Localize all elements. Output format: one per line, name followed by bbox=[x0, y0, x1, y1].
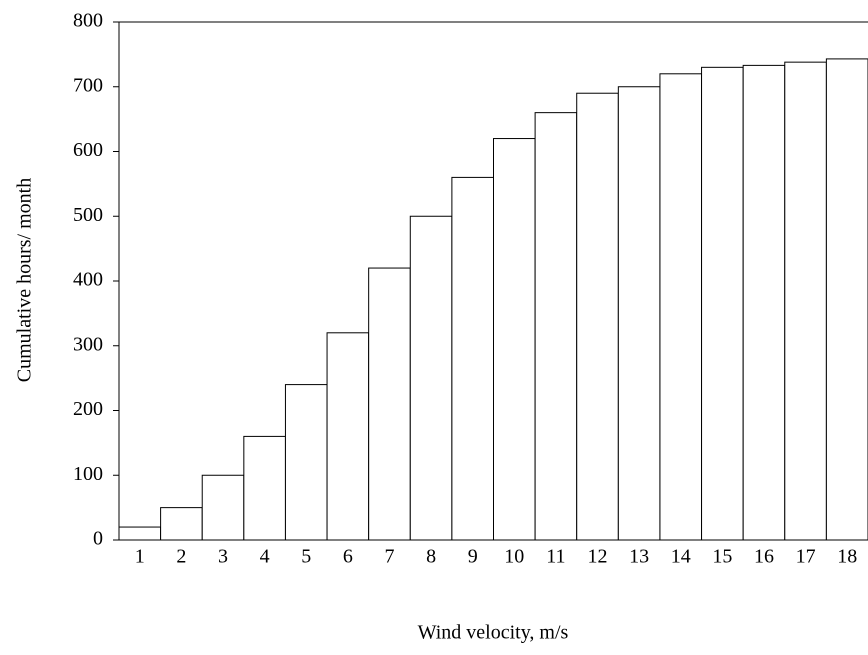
y-tick-label: 300 bbox=[73, 333, 103, 355]
bar bbox=[659, 73, 703, 541]
bar bbox=[576, 92, 619, 541]
bar bbox=[493, 138, 536, 541]
x-tick-label: 8 bbox=[426, 546, 436, 568]
y-tick-label: 800 bbox=[73, 10, 103, 32]
y-tick-label: 700 bbox=[73, 74, 103, 96]
bar bbox=[326, 332, 370, 541]
bar bbox=[825, 58, 868, 541]
x-tick-label: 12 bbox=[588, 546, 608, 568]
bar bbox=[201, 474, 245, 541]
x-tick-label: 13 bbox=[629, 546, 649, 568]
y-tick-label: 0 bbox=[93, 528, 103, 550]
x-axis-label: Wind velocity, m/s bbox=[418, 622, 569, 644]
x-tick-label: 17 bbox=[796, 546, 816, 568]
x-tick-label: 6 bbox=[343, 546, 353, 568]
x-tick-label: 2 bbox=[176, 546, 186, 568]
bar bbox=[118, 526, 162, 541]
x-tick-label: 15 bbox=[712, 546, 732, 568]
bar bbox=[701, 66, 744, 541]
bar bbox=[742, 64, 786, 541]
x-tick-label: 1 bbox=[135, 546, 145, 568]
bar bbox=[784, 61, 827, 541]
bar bbox=[409, 215, 453, 541]
y-tick-label: 200 bbox=[73, 398, 103, 420]
bar bbox=[284, 384, 328, 541]
bar bbox=[534, 112, 578, 541]
x-tick-label: 5 bbox=[301, 546, 311, 568]
x-tick-label: 9 bbox=[468, 546, 478, 568]
y-axis-label: Cumulative hours/ month bbox=[14, 178, 36, 382]
x-tick-label: 7 bbox=[384, 546, 394, 568]
bar bbox=[368, 267, 411, 541]
bar bbox=[617, 86, 661, 541]
x-tick-label: 3 bbox=[218, 546, 228, 568]
x-tick-label: 11 bbox=[546, 546, 565, 568]
y-tick-label: 400 bbox=[73, 269, 103, 291]
y-tick-label: 100 bbox=[73, 463, 103, 485]
x-tick-label: 10 bbox=[504, 546, 524, 568]
y-tick-label: 500 bbox=[73, 204, 103, 226]
bar bbox=[243, 435, 286, 541]
x-tick-label: 14 bbox=[671, 546, 691, 568]
x-tick-label: 16 bbox=[754, 546, 774, 568]
x-tick-label: 4 bbox=[260, 546, 270, 568]
bar bbox=[451, 176, 494, 541]
y-tick-label: 600 bbox=[73, 139, 103, 161]
x-tick-label: 18 bbox=[837, 546, 857, 568]
bar bbox=[160, 507, 203, 541]
